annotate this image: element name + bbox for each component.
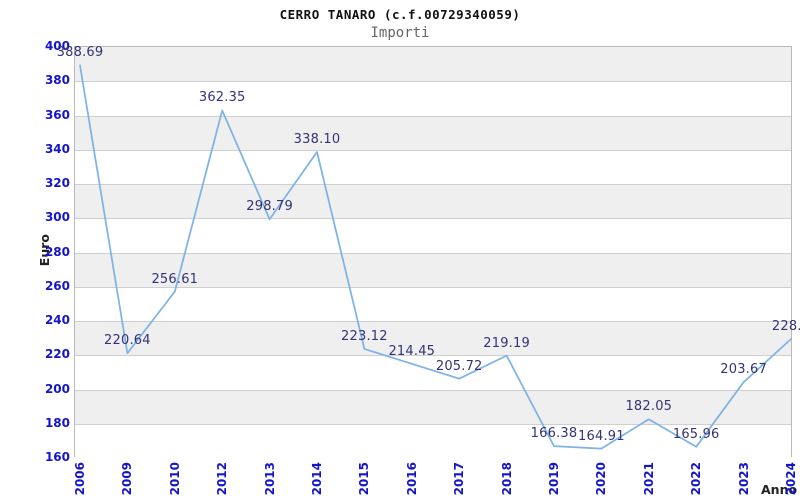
x-tick-label: 2010 bbox=[167, 462, 182, 496]
data-label: 223.12 bbox=[341, 328, 388, 344]
x-tick-label: 2023 bbox=[736, 462, 751, 496]
grid-line bbox=[75, 218, 791, 220]
y-tick-label: 300 bbox=[44, 210, 70, 225]
grid-line bbox=[75, 149, 791, 151]
y-tick-label: 160 bbox=[44, 450, 70, 464]
y-tick-label: 280 bbox=[44, 244, 70, 259]
x-tick-label: 2024 bbox=[784, 462, 798, 496]
data-label: 298.79 bbox=[246, 199, 293, 215]
chart-subtitle: Importi bbox=[370, 25, 430, 41]
plot-band bbox=[75, 389, 791, 424]
x-tick-label: 2014 bbox=[310, 462, 324, 496]
y-tick-label: 380 bbox=[44, 73, 70, 88]
grid-line bbox=[75, 81, 791, 83]
x-tick-label: 2016 bbox=[404, 462, 419, 496]
grid-line bbox=[75, 115, 791, 117]
data-label: 220.64 bbox=[104, 333, 151, 349]
data-label: 228.9 bbox=[771, 319, 800, 334]
plot-band bbox=[75, 81, 791, 116]
grid-line bbox=[75, 252, 791, 254]
plot-band bbox=[75, 184, 791, 219]
plot-band bbox=[75, 47, 791, 82]
x-tick-label: 2021 bbox=[641, 462, 656, 496]
grid-line bbox=[75, 321, 791, 322]
x-tick-label: 2017 bbox=[452, 462, 467, 496]
grid-line bbox=[75, 184, 791, 185]
data-label: 362.35 bbox=[198, 90, 246, 106]
plot-band bbox=[75, 115, 791, 150]
y-tick-label: 320 bbox=[44, 176, 70, 190]
grid-line bbox=[75, 286, 791, 288]
x-tick-label: 2009 bbox=[120, 462, 135, 496]
data-label: 166.38 bbox=[530, 426, 578, 442]
data-label: 205.72 bbox=[435, 358, 483, 374]
x-tick-label: 2018 bbox=[499, 462, 514, 496]
data-label: 219.19 bbox=[483, 335, 530, 351]
chart-title: CERRO TANARO (c.f.00729340059) bbox=[279, 7, 521, 22]
grid-line bbox=[75, 423, 791, 425]
plot-band bbox=[75, 218, 791, 253]
plot-band bbox=[75, 149, 791, 184]
x-tick-label: 2015 bbox=[357, 462, 372, 496]
x-tick-label: 2013 bbox=[262, 462, 277, 496]
y-tick-label: 200 bbox=[44, 381, 70, 396]
data-label: 164.91 bbox=[578, 428, 625, 444]
plot-band bbox=[75, 355, 791, 390]
plot-band bbox=[75, 286, 791, 321]
data-label: 388.69 bbox=[56, 45, 104, 61]
data-label: 214.45 bbox=[388, 343, 436, 359]
y-tick-label: 400 bbox=[44, 39, 70, 53]
data-label: 182.05 bbox=[625, 399, 673, 415]
data-label: 165.96 bbox=[672, 426, 720, 442]
plot-area bbox=[74, 46, 792, 458]
x-axis-title: Anno bbox=[761, 482, 798, 497]
x-tick-label: 2019 bbox=[547, 462, 561, 496]
x-tick-label: 2020 bbox=[594, 462, 609, 496]
data-label: 338.10 bbox=[293, 132, 341, 147]
y-tick-label: 260 bbox=[44, 278, 70, 293]
x-tick-label: 2012 bbox=[215, 462, 230, 496]
x-tick-label: 2022 bbox=[689, 462, 704, 496]
y-tick-label: 360 bbox=[44, 107, 70, 122]
y-tick-label: 180 bbox=[44, 415, 70, 430]
data-label: 256.61 bbox=[151, 271, 199, 287]
y-tick-label: 220 bbox=[44, 347, 70, 362]
data-label: 203.67 bbox=[720, 362, 767, 378]
y-tick-label: 240 bbox=[44, 313, 70, 327]
x-tick-label: 2006 bbox=[73, 462, 87, 496]
y-tick-label: 340 bbox=[44, 141, 70, 156]
grid-line bbox=[75, 389, 791, 391]
